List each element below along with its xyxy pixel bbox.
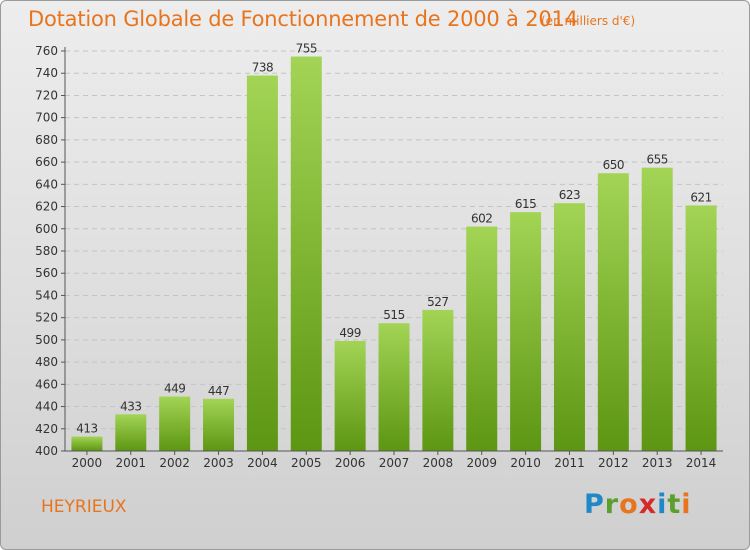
bar-value-label: 499	[339, 326, 360, 340]
bars: 413 433 449 447 738 755 499 515 527 602 615 623 650 6…	[71, 42, 717, 452]
bar-value-label: 655	[646, 153, 667, 167]
y-tick-label: 760	[35, 44, 58, 58]
bar-2007[interactable]	[378, 323, 410, 451]
y-tick-label: 520	[35, 311, 58, 325]
unit-label: (en milliers d'€)	[541, 14, 636, 28]
y-tick-label: 500	[35, 333, 58, 347]
bar-2013[interactable]	[641, 167, 673, 451]
y-tick-label: 660	[35, 155, 58, 169]
bar-value-label: 515	[383, 308, 404, 322]
logo-letter: P	[584, 489, 605, 520]
bar-2003[interactable]	[203, 398, 235, 451]
x-tick-label: 2006	[335, 456, 366, 470]
x-tick-label: 2008	[423, 456, 454, 470]
x-tick-label: 2002	[159, 456, 190, 470]
y-tick-label: 720	[35, 88, 58, 102]
bar-2010[interactable]	[510, 212, 542, 451]
bar-2002[interactable]	[159, 396, 191, 451]
bar-value-label: 602	[471, 212, 492, 226]
y-tick-label: 540	[35, 288, 58, 302]
bar-2005[interactable]	[290, 56, 322, 452]
y-tick-label: 460	[35, 377, 58, 391]
bar-value-label: 738	[252, 60, 273, 74]
bar-2009[interactable]	[466, 226, 498, 451]
logo-letter: i	[681, 489, 692, 520]
x-tick-label: 2004	[247, 456, 278, 470]
x-tick-label: 2013	[642, 456, 673, 470]
bar-value-label: 755	[296, 42, 317, 56]
bar-2000[interactable]	[71, 436, 103, 451]
bar-value-label: 413	[76, 422, 97, 436]
x-tick-label: 2005	[291, 456, 322, 470]
commune-name: HEYRIEUX	[41, 497, 127, 517]
x-tick-label: 2010	[510, 456, 541, 470]
logo-letter: r	[604, 489, 620, 520]
bar-value-label: 447	[208, 384, 229, 398]
x-tick-label: 2003	[203, 456, 234, 470]
y-axis: 400 420 440 460 480 500 520 540 560 580 600 620 640 6…	[35, 44, 66, 458]
logo-letter: x	[638, 489, 658, 520]
logo-letter: o	[619, 489, 639, 520]
bar-value-label: 650	[603, 158, 624, 172]
y-tick-label: 400	[35, 444, 58, 458]
bar-2008[interactable]	[422, 309, 454, 451]
x-tick-label: 2012	[598, 456, 629, 470]
y-tick-label: 420	[35, 422, 58, 436]
bar-2012[interactable]	[597, 173, 629, 451]
y-tick-label: 480	[35, 355, 58, 369]
x-tick-label: 2007	[379, 456, 410, 470]
y-tick-label: 560	[35, 266, 58, 280]
y-tick-label: 620	[35, 200, 58, 214]
proxiti-logo[interactable]: Proxiti	[584, 489, 692, 520]
bar-value-label: 449	[164, 382, 185, 396]
x-tick-label: 2009	[466, 456, 497, 470]
bar-value-label: 615	[515, 197, 536, 211]
x-tick-label: 2001	[116, 456, 147, 470]
y-tick-label: 740	[35, 66, 58, 80]
x-axis: 2000 2001 2002 2003 2004 2005 2006 2007 2008 2009…	[65, 450, 723, 470]
bar-2014[interactable]	[685, 205, 717, 451]
bar-2011[interactable]	[553, 203, 585, 451]
bar-value-label: 433	[120, 399, 141, 413]
logo-letter: t	[667, 489, 682, 520]
y-tick-label: 640	[35, 177, 58, 191]
bar-2004[interactable]	[246, 75, 278, 451]
y-tick-label: 700	[35, 111, 58, 125]
bar-2006[interactable]	[334, 341, 366, 451]
y-tick-label: 440	[35, 400, 58, 414]
bar-2001[interactable]	[115, 414, 147, 451]
y-tick-label: 600	[35, 222, 58, 236]
y-tick-label: 680	[35, 133, 58, 147]
chart-title: Dotation Globale de Fonctionnement de 20…	[28, 7, 578, 31]
y-tick-label: 580	[35, 244, 58, 258]
x-tick-label: 2014	[686, 456, 717, 470]
bar-value-label: 621	[690, 190, 711, 204]
logo-letter: i	[657, 489, 668, 520]
x-tick-label: 2000	[72, 456, 103, 470]
x-tick-label: 2011	[554, 456, 585, 470]
bar-value-label: 623	[559, 188, 580, 202]
bar-value-label: 527	[427, 295, 448, 309]
